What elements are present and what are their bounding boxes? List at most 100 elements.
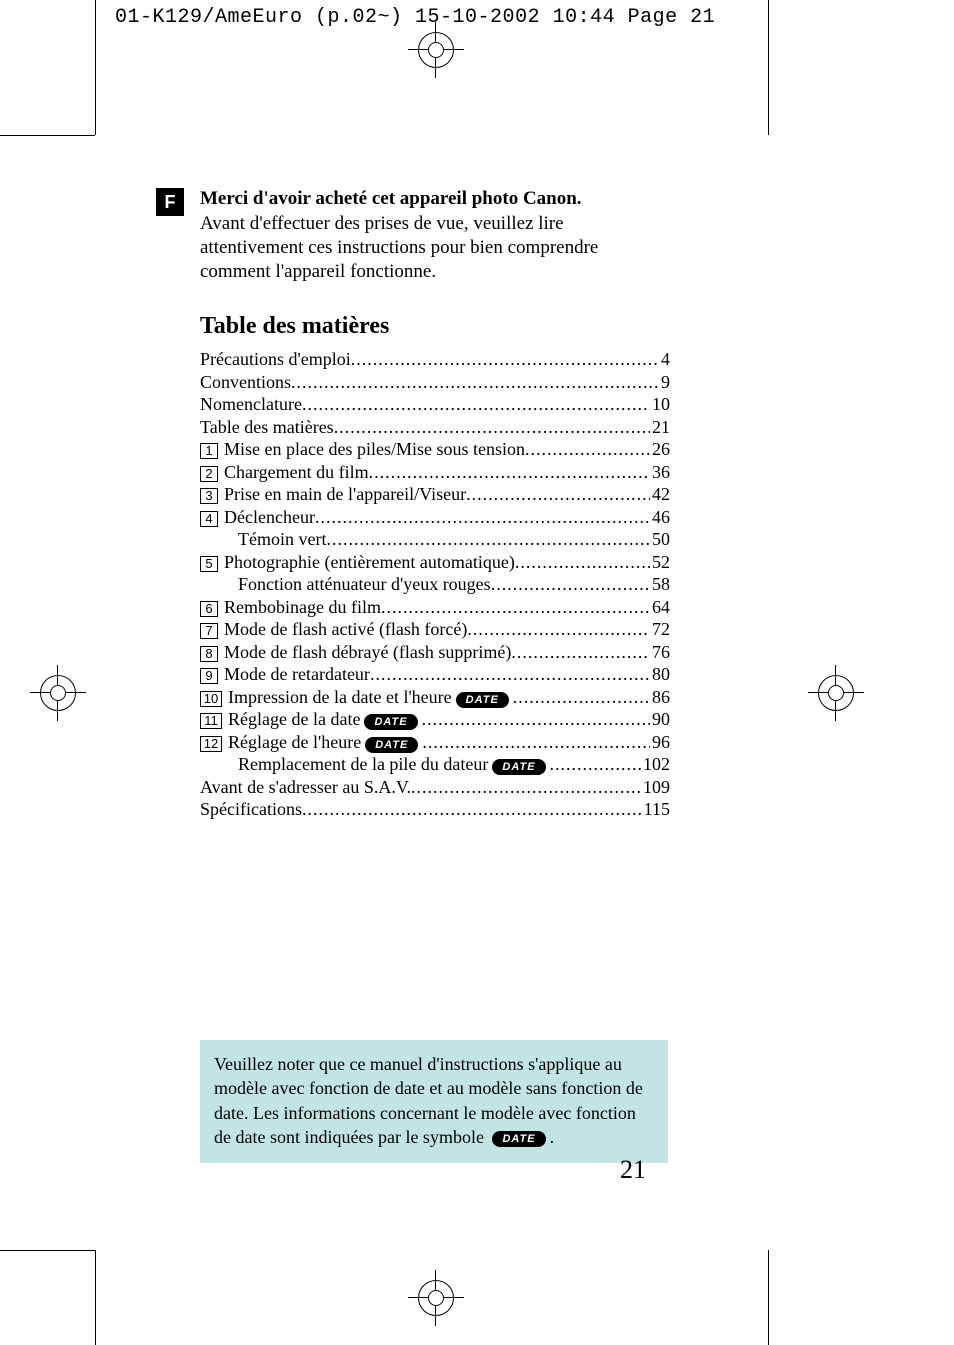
intro-title: Merci d'avoir acheté cet appareil photo …: [200, 188, 670, 210]
page-number: 21: [620, 1155, 646, 1185]
toc-label: Avant de s'adresser au S.A.V.: [200, 776, 411, 799]
toc-row: 6 Rembobinage du film 64: [200, 596, 670, 619]
toc-page: 115: [642, 798, 670, 821]
toc-label: Réglage de l'heure: [228, 731, 361, 754]
crop-mark: [0, 135, 95, 136]
toc-row: 4Déclencheur 46: [200, 506, 670, 529]
toc-leader: [302, 798, 642, 821]
toc-step-number: 11: [200, 713, 222, 729]
toc-row: 11 Réglage de la date 90: [200, 708, 670, 731]
toc-leader: [525, 438, 650, 461]
toc-step-number: 6: [200, 601, 218, 617]
toc-leader: [466, 483, 650, 506]
toc-leader: [422, 708, 650, 731]
print-job-header: 01-K129/AmeEuro (p.02~) 15-10-2002 10:44…: [115, 6, 715, 29]
date-badge-icon: [456, 692, 509, 708]
toc-step-number: 4: [200, 511, 218, 527]
toc-leader: [351, 348, 659, 371]
toc-label: Fonction atténuateur d'yeux rouges: [238, 573, 491, 596]
toc-label: Précautions d'emploi: [200, 348, 351, 371]
toc-label: Rembobinage du film: [224, 596, 381, 619]
toc-leader: [315, 506, 650, 529]
toc-leader: [302, 393, 650, 416]
toc-page: 96: [650, 731, 670, 754]
toc-leader: [467, 618, 650, 641]
toc-label: Impression de la date et l'heure: [228, 686, 452, 709]
toc-label: Mise en place des piles/Mise sous tensio…: [224, 438, 525, 461]
toc-label: Mode de retardateur: [224, 663, 370, 686]
toc-step-number: 10: [200, 691, 222, 707]
toc-page: 21: [650, 416, 670, 439]
page-content: F Merci d'avoir acheté cet appareil phot…: [200, 188, 670, 821]
registration-mark-icon: [818, 675, 854, 711]
registration-mark-icon: [40, 675, 76, 711]
toc-label: Table des matières: [200, 416, 334, 439]
toc-row: Table des matières 21: [200, 416, 670, 439]
toc-leader: [422, 731, 650, 754]
toc-page: 4: [659, 348, 670, 371]
toc-row: Spécifications 115: [200, 798, 670, 821]
toc-row: Nomenclature 10: [200, 393, 670, 416]
toc-page: 72: [650, 618, 670, 641]
date-model-note: Veuillez noter que ce manuel d'instructi…: [200, 1040, 668, 1163]
toc-page: 46: [650, 506, 670, 529]
intro-body: Avant d'effectuer des prises de vue, veu…: [200, 212, 670, 283]
toc-step-number: 2: [200, 466, 218, 482]
toc-step-number: 1: [200, 443, 218, 459]
toc-leader: [515, 551, 650, 574]
toc-page: 102: [641, 753, 670, 776]
toc-heading: Table des matières: [200, 313, 670, 340]
toc-label: Mode de flash activé (flash forcé): [224, 618, 467, 641]
date-badge-icon: [364, 714, 417, 730]
crop-mark: [768, 1250, 769, 1345]
toc-page: 64: [650, 596, 670, 619]
toc-label: Photographie (entièrement automatique): [224, 551, 515, 574]
toc-page: 42: [650, 483, 670, 506]
toc-leader: [334, 416, 650, 439]
toc-page: 90: [650, 708, 670, 731]
toc-label: Remplacement de la pile du dateur: [238, 753, 488, 776]
toc-leader: [369, 461, 650, 484]
note-text-post: .: [550, 1127, 555, 1147]
crop-mark: [0, 1250, 95, 1251]
toc-page: 50: [650, 528, 670, 551]
toc-label: Réglage de la date: [228, 708, 360, 731]
toc-row: 12 Réglage de l'heure 96: [200, 731, 670, 754]
toc-row: 1 Mise en place des piles/Mise sous tensi…: [200, 438, 670, 461]
crop-mark: [95, 1250, 96, 1345]
toc-page: 9: [659, 371, 670, 394]
toc-leader: [550, 753, 641, 776]
registration-mark-icon: [418, 32, 454, 68]
crop-mark: [768, 0, 769, 135]
toc-row: 3Prise en main de l'appareil/Viseur 42: [200, 483, 670, 506]
toc-label: Conventions: [200, 371, 291, 394]
toc-label: Spécifications: [200, 798, 302, 821]
toc-page: 10: [650, 393, 670, 416]
toc-row: 10 Impression de la date et l'heure 86: [200, 686, 670, 709]
toc-leader: [381, 596, 650, 619]
toc-step-number: 5: [200, 556, 218, 572]
language-badge: F: [156, 188, 184, 216]
toc-page: 58: [650, 573, 670, 596]
table-of-contents: Précautions d'emploi 4Conventions 9Nomen…: [200, 348, 670, 821]
toc-label: Chargement du film: [224, 461, 369, 484]
toc-page: 86: [650, 686, 670, 709]
toc-label: Témoin vert: [238, 528, 326, 551]
crop-mark: [95, 0, 96, 135]
toc-label: Prise en main de l'appareil/Viseur: [224, 483, 466, 506]
toc-row: Précautions d'emploi 4: [200, 348, 670, 371]
toc-page: 36: [650, 461, 670, 484]
toc-label: Mode de flash débrayé (flash supprimé): [224, 641, 511, 664]
note-text-pre: Veuillez noter que ce manuel d'instructi…: [214, 1054, 643, 1147]
date-badge-icon: [492, 1131, 545, 1147]
toc-leader: [326, 528, 650, 551]
toc-row: 5Photographie (entièrement automatique) …: [200, 551, 670, 574]
toc-leader: [291, 371, 659, 394]
date-badge-icon: [492, 759, 545, 775]
toc-row: 8Mode de flash débrayé (flash supprimé) …: [200, 641, 670, 664]
toc-page: 109: [641, 776, 670, 799]
toc-row: 9Mode de retardateur 80: [200, 663, 670, 686]
toc-step-number: 12: [200, 736, 222, 752]
toc-page: 76: [650, 641, 670, 664]
toc-row: Avant de s'adresser au S.A.V. 109: [200, 776, 670, 799]
